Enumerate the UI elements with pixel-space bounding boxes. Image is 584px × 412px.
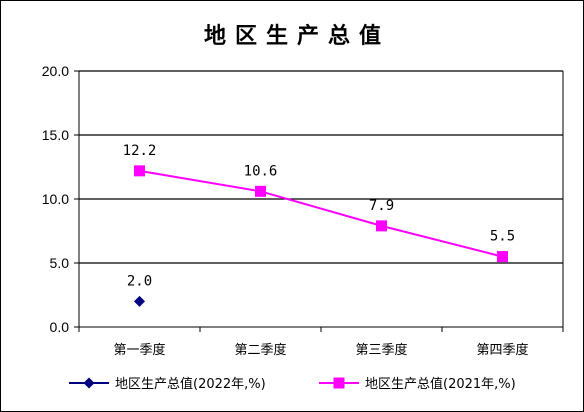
data-label: 5.5 [490, 229, 515, 245]
data-labels: 2.0 12.2 10.6 7.9 5.5 [123, 143, 516, 290]
data-point [134, 295, 145, 307]
data-point [134, 165, 145, 177]
data-label: 10.6 [244, 163, 278, 179]
data-point [497, 251, 508, 263]
legend: 地区生产总值(2022年,%) 地区生产总值(2021年,%) [69, 376, 516, 392]
y-tick-label: 15.0 [42, 127, 69, 143]
data-point [376, 220, 387, 232]
legend-label: 地区生产总值(2021年,%) [365, 376, 516, 392]
y-tick-label: 0.0 [50, 319, 70, 335]
y-tick-label: 5.0 [50, 255, 70, 271]
x-tick-labels: 第一季度 第二季度 第三季度 第四季度 [113, 342, 528, 358]
legend-marker [83, 377, 95, 389]
chart-title: 地区生产总值 [204, 23, 390, 49]
y-tick-label: 10.0 [42, 191, 69, 207]
gridlines [79, 70, 563, 264]
x-tick-label: 第四季度 [476, 342, 528, 358]
legend-marker [333, 377, 345, 389]
data-label: 7.9 [369, 198, 394, 214]
x-tick-label: 第三季度 [355, 342, 407, 358]
data-point [255, 185, 266, 197]
series-line-1 [139, 169, 503, 258]
x-tick-label: 第一季度 [113, 342, 165, 358]
data-label: 2.0 [127, 273, 152, 289]
legend-label: 地区生产总值(2022年,%) [115, 376, 266, 392]
axes [74, 70, 564, 332]
y-tick-label: 20.0 [42, 63, 69, 79]
y-tick-labels: 0.0 5.0 10.0 15.0 20.0 [42, 63, 69, 335]
data-label: 12.2 [123, 143, 157, 159]
x-tick-label: 第二季度 [234, 342, 286, 358]
series [134, 165, 508, 307]
